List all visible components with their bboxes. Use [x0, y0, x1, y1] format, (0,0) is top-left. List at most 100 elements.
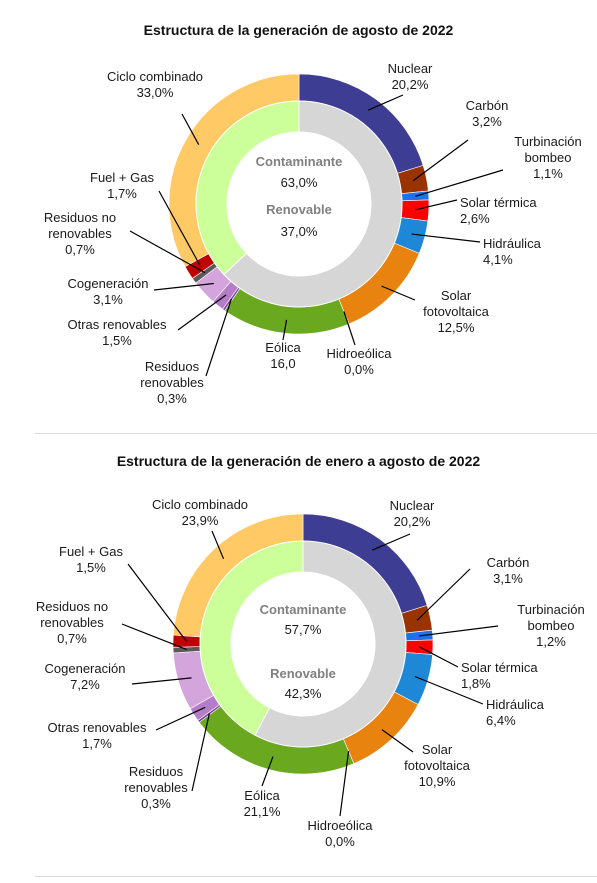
value-nuclear: 20,2%: [394, 514, 431, 529]
leader-line-residuos-renovables: [191, 713, 210, 792]
center-label-contaminante: Contaminante: [260, 602, 347, 617]
value-ciclo-combinado: 23,9%: [182, 513, 219, 528]
label-turbinacion-bombeo: Turbinación bombeo: [514, 134, 581, 165]
label-cogeneracion: Cogeneración: [45, 661, 126, 676]
value-hidroeolica: 0,0%: [344, 362, 374, 377]
label-fuel-gas: Fuel + Gas: [59, 544, 123, 559]
label-residuos-renovables: Residuos renovables: [140, 359, 204, 390]
chart-title: Estructura de la generación de enero a a…: [116, 453, 481, 469]
leader-line-fuel-gas: [127, 563, 188, 642]
label-carbon: Carbón: [487, 555, 530, 570]
center-label-renovable: Renovable: [270, 666, 336, 681]
leader-line-solar-fotovoltaica: [381, 285, 416, 301]
value-fuel-gas: 1,5%: [76, 560, 106, 575]
leader-line-turbinacion-bombeo: [419, 625, 499, 637]
leader-line-ciclo-combinado: [181, 113, 200, 145]
label-hidraulica: Hidráulica: [483, 236, 542, 251]
leader-line-turbinacion-bombeo: [415, 169, 504, 197]
value-solar-termica: 1,8%: [461, 676, 491, 691]
leader-line-hidraulica: [414, 675, 484, 705]
leader-line-residuos-no-renovables: [121, 623, 187, 651]
center-labels: Contaminante 63,0% Renovable 37,0%: [256, 154, 343, 239]
value-residuos-no-renovables: 0,7%: [65, 242, 95, 257]
center-value-contaminante: 63,0%: [281, 175, 318, 190]
label-fuel-gas: Fuel + Gas: [90, 170, 154, 185]
value-hidraulica: 4,1%: [483, 252, 513, 267]
value-cogeneracion: 7,2%: [70, 677, 100, 692]
leader-line-otras-renovables: [177, 294, 227, 331]
label-residuos-no-renovables: Residuos no renovables: [36, 599, 108, 630]
value-carbon: 3,2%: [472, 114, 502, 129]
divider: [35, 433, 597, 434]
leader-line-carbon: [412, 139, 469, 182]
leader-line-solar-termica: [415, 199, 458, 211]
donut-chart: Contaminante63,0%Renovable37,0%Nuclear20…: [44, 61, 582, 406]
value-carbon: 3,1%: [493, 571, 523, 586]
leader-line-hidroeolica: [343, 311, 356, 346]
leader-line-fuel-gas: [158, 190, 201, 266]
leader-line-nuclear: [371, 533, 411, 551]
label-hidroeolica: Hidroeólica: [326, 346, 392, 361]
label-turbinacion-bombeo: Turbinación bombeo: [517, 602, 584, 633]
value-cogeneracion: 3,1%: [93, 292, 123, 307]
value-eolica: 21,1%: [244, 804, 281, 819]
value-turbinacion-bombeo: 1,2%: [536, 634, 566, 649]
donut-hole: [227, 132, 371, 276]
leader-line-otras-renovables: [155, 706, 206, 731]
leader-line-solar-termica: [419, 646, 459, 668]
label-solar-termica: Solar térmica: [461, 660, 538, 675]
value-otras-renovables: 1,7%: [82, 736, 112, 751]
chart-title: Estructura de la generación de agosto de…: [143, 22, 454, 38]
value-solar-fotovoltaica: 12,5%: [438, 320, 475, 335]
label-residuos-renovables: Residuos renovables: [124, 764, 188, 795]
label-hidroeolica: Hidroeólica: [307, 818, 373, 833]
label-carbon: Carbón: [466, 98, 509, 113]
label-residuos-no-renovables: Residuos no renovables: [44, 210, 116, 241]
label-nuclear: Nuclear: [388, 61, 433, 76]
label-ciclo-combinado: Ciclo combinado: [152, 497, 248, 512]
label-solar-fotovoltaica: Solar fotovoltaica: [423, 288, 490, 319]
value-solar-termica: 2,6%: [460, 211, 490, 226]
value-fuel-gas: 1,7%: [107, 186, 137, 201]
center-value-renovable: 37,0%: [281, 224, 318, 239]
leader-line-cogeneracion: [131, 677, 192, 685]
value-eolica: 16,0: [270, 356, 295, 371]
center-labels: Contaminante 57,7% Renovable 42,3%: [260, 602, 347, 701]
value-ciclo-combinado: 33,0%: [137, 85, 174, 100]
leader-line-residuos-renovables: [205, 298, 232, 377]
leader-line-hidroeolica: [339, 751, 350, 817]
leader-line-eolica: [261, 756, 274, 787]
slice-contaminante: [223, 100, 403, 308]
value-residuos-no-renovables: 0,7%: [57, 631, 87, 646]
leader-line-solar-fotovoltaica: [381, 729, 414, 753]
label-solar-fotovoltaica: Solar fotovoltaica: [404, 742, 471, 773]
donut-hole: [231, 572, 375, 716]
leader-line-eolica: [282, 319, 288, 341]
center-label-contaminante: Contaminante: [256, 154, 343, 169]
value-residuos-renovables: 0,3%: [141, 796, 171, 811]
label-ciclo-combinado: Ciclo combinado: [107, 69, 203, 84]
label-eolica: Eólica: [244, 788, 280, 803]
label-nuclear: Nuclear: [390, 498, 435, 513]
leader-line-nuclear: [367, 94, 404, 111]
value-otras-renovables: 1,5%: [102, 333, 132, 348]
center-label-renovable: Renovable: [266, 202, 332, 217]
value-turbinacion-bombeo: 1,1%: [533, 166, 563, 181]
leader-line-hidraulica: [411, 233, 481, 243]
value-solar-fotovoltaica: 10,9%: [419, 774, 456, 789]
outer-ring: [172, 513, 434, 775]
divider: [35, 876, 597, 877]
value-nuclear: 20,2%: [392, 77, 429, 92]
label-hidraulica: Hidráulica: [486, 697, 545, 712]
leader-line-ciclo-combinado: [211, 530, 225, 560]
label-otras-renovables: Otras renovables: [68, 317, 167, 332]
label-solar-termica: Solar térmica: [460, 195, 537, 210]
label-eolica: Eólica: [265, 340, 301, 355]
leader-line-cogeneracion: [153, 282, 214, 291]
value-hidroeolica: 0,0%: [325, 834, 355, 849]
inner-ring: [195, 100, 403, 308]
donut-chart-panel: Estructura de la generación de agosto de…: [0, 0, 597, 432]
